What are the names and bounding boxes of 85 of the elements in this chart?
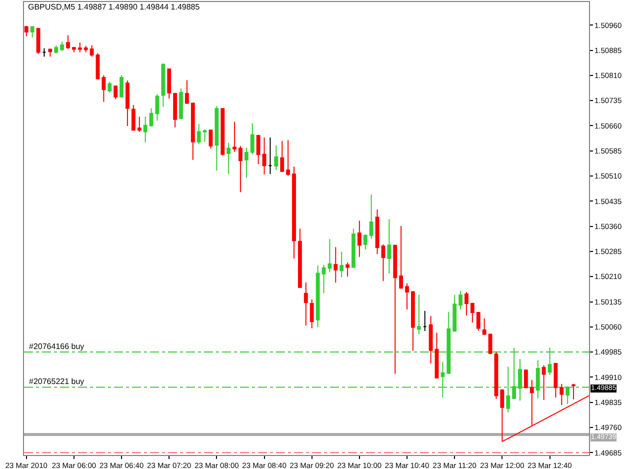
candlestick — [357, 220, 362, 258]
candlestick — [428, 315, 433, 364]
candlestick — [78, 42, 82, 53]
candlestick — [334, 246, 338, 284]
candlestick — [452, 294, 457, 332]
candlestick — [60, 41, 64, 52]
candlestick — [524, 369, 528, 389]
candlestick — [30, 26, 34, 38]
candlestick — [185, 80, 189, 104]
candlestick — [298, 228, 302, 289]
candlestick — [411, 290, 415, 352]
candlestick — [470, 302, 474, 324]
candlestick — [102, 74, 106, 102]
candlestick — [316, 265, 320, 328]
candlestick — [393, 244, 398, 374]
candlestick — [250, 122, 254, 155]
candlestick — [202, 128, 207, 142]
candlestick — [220, 107, 225, 156]
candlestick — [399, 225, 404, 290]
candlestick — [286, 140, 290, 176]
candlestick — [36, 27, 40, 54]
candlestick — [328, 238, 332, 273]
candlestick — [476, 311, 480, 332]
candlestick — [434, 332, 439, 380]
candlestick — [268, 136, 272, 175]
candlestick — [131, 104, 136, 132]
candlestick — [458, 290, 462, 310]
candlestick — [542, 364, 546, 401]
candlestick — [262, 136, 266, 175]
candlestick — [244, 147, 248, 178]
candlestick — [304, 282, 308, 326]
candlestick — [149, 108, 154, 127]
candlestick — [90, 44, 94, 58]
candlestick — [416, 294, 421, 335]
candlestick — [274, 145, 278, 170]
candlestick — [226, 142, 231, 175]
candlestick — [554, 362, 558, 398]
candlestick — [369, 194, 374, 240]
candlestick — [126, 80, 130, 127]
candlestick — [422, 310, 427, 332]
candlestick — [405, 282, 409, 310]
candlestick — [114, 84, 118, 100]
candlestick — [375, 209, 380, 255]
candlestick — [494, 351, 498, 400]
candlestick — [120, 74, 124, 98]
candlestick — [190, 102, 195, 160]
candlestick — [42, 48, 46, 58]
candlestick — [208, 129, 213, 150]
candlestick — [310, 298, 314, 329]
candlestick — [346, 262, 350, 278]
candlestick — [256, 134, 260, 164]
candlestick — [214, 105, 219, 172]
candlestick — [482, 318, 486, 336]
candlestick — [238, 146, 242, 193]
candlestick — [48, 48, 52, 58]
candlestick — [173, 92, 178, 128]
candlestick — [322, 264, 326, 294]
candlestick — [387, 218, 392, 274]
chart-title: GBPUSD,M5 1.49887 1.49890 1.49844 1.49885 — [28, 2, 200, 12]
candlestick — [108, 81, 112, 94]
ref-line-label: #20765221 buy — [29, 377, 84, 386]
candlestick — [96, 52, 100, 80]
candlestick — [292, 166, 296, 260]
candlestick — [363, 234, 368, 250]
ref-line-label: #20764166 buy — [29, 342, 84, 351]
candlestick — [167, 68, 172, 100]
candlestick — [560, 383, 564, 406]
candlestick — [381, 244, 386, 282]
candlestick — [572, 383, 576, 400]
candlestick — [143, 116, 148, 143]
candlestick — [196, 124, 201, 145]
candlestick — [280, 140, 284, 172]
candlestick — [24, 25, 28, 37]
candlestick — [72, 46, 76, 53]
candlestick — [179, 88, 183, 120]
candlestick — [464, 292, 468, 316]
candlestick — [137, 116, 142, 132]
candlestick — [84, 45, 88, 53]
candlestick — [232, 121, 236, 152]
candlestick — [340, 251, 344, 278]
candlestick — [352, 228, 356, 268]
candlestick — [155, 94, 160, 122]
candlestick — [161, 62, 166, 108]
candlestick — [66, 34, 70, 50]
candlestick — [54, 44, 58, 54]
